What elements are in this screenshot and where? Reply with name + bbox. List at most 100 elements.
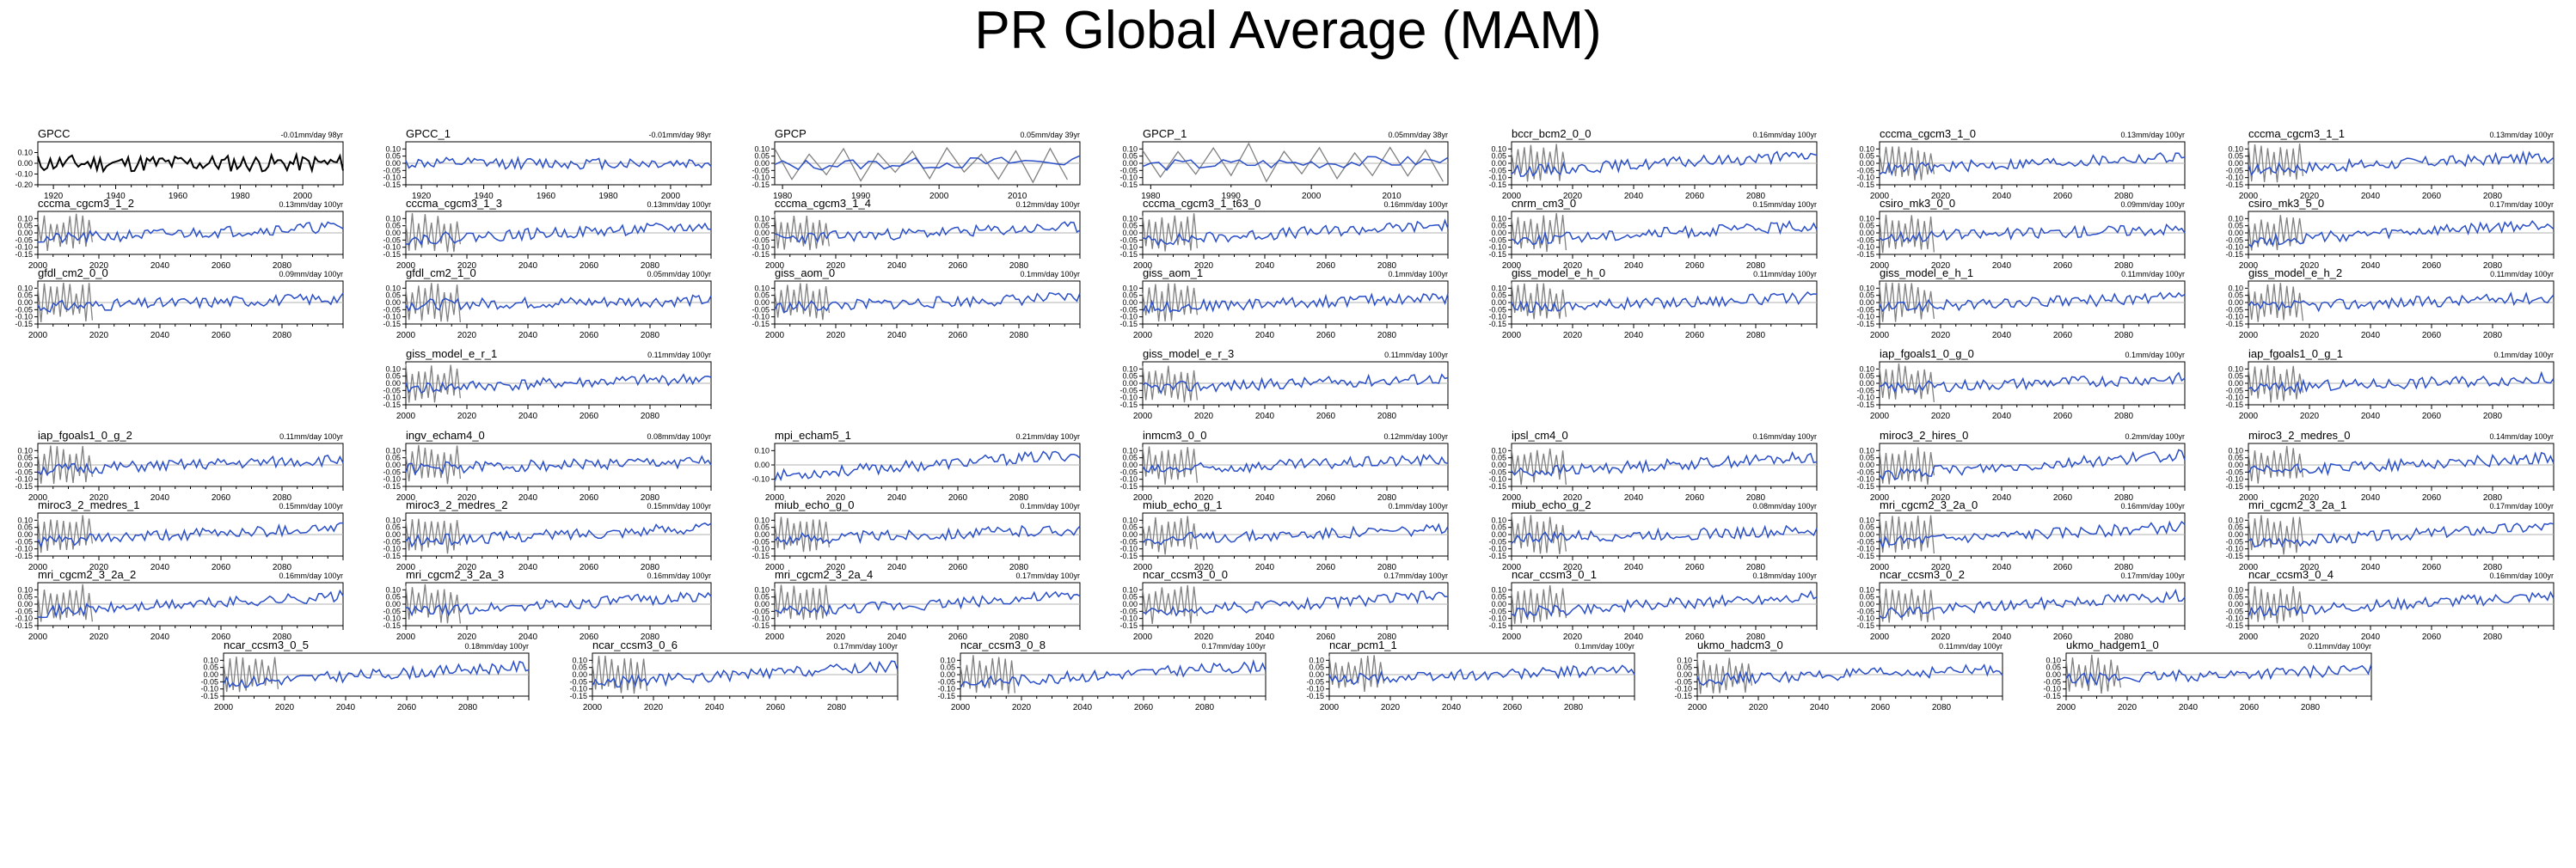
y-tick-label: 0.10	[17, 516, 33, 524]
panel-trend: 0.16mm/day 100yr	[1752, 432, 1817, 441]
x-tick-label: 2040	[2361, 261, 2381, 271]
x-tick-label: 2060	[580, 412, 599, 421]
y-tick-label: -0.10	[1488, 614, 1506, 623]
y-tick-label: 0.00	[17, 159, 33, 168]
x-tick-label: 2080	[2483, 493, 2503, 503]
panel-title: ncar_ccsm3_0_8	[960, 639, 1046, 651]
x-tick-label: 2040	[518, 331, 538, 340]
x-tick-label: 2000	[1502, 331, 1522, 340]
x-tick-label: 2060	[1685, 261, 1705, 271]
y-tick-label: 0.10	[1677, 656, 1692, 664]
y-tick-label: -0.10	[1488, 475, 1506, 484]
x-tick-label: 2080	[1009, 493, 1029, 503]
x-tick-label: 2020	[826, 563, 846, 572]
y-tick-label: -0.10	[383, 243, 401, 252]
y-tick-label: -0.15	[383, 621, 401, 630]
x-tick-label: 2000	[396, 261, 416, 271]
panel-title: miroc3_2_medres_0	[2248, 429, 2351, 442]
y-tick-label: 0.00	[1491, 600, 1506, 608]
y-tick-label: 0.00	[203, 670, 218, 679]
y-tick-label: 0.00	[1859, 530, 1874, 539]
x-tick-label: 2000	[28, 633, 48, 642]
x-tick-label: 2040	[1992, 261, 2012, 271]
x-tick-label: 2080	[2483, 633, 2503, 642]
obs-overlay-line	[2248, 144, 2304, 183]
y-tick-label: 0.10	[2228, 144, 2243, 153]
series-line	[1142, 590, 1449, 617]
x-tick-label: 2040	[1442, 703, 1462, 712]
x-tick-label: 2020	[2300, 261, 2320, 271]
x-tick-label: 2000	[765, 493, 785, 503]
panel-title: giss_model_e_h_1	[1880, 266, 1973, 279]
x-tick-label: 2080	[273, 493, 292, 503]
y-tick-label: -0.10	[383, 174, 401, 182]
panel-trend: 0.13mm/day 100yr	[647, 200, 711, 209]
y-tick-label: 0.10	[754, 144, 770, 153]
y-tick-label: -0.10	[1119, 545, 1138, 553]
x-tick-label: 2000	[1133, 493, 1153, 503]
x-tick-label: 2060	[948, 633, 968, 642]
obs-overlay-line	[2248, 445, 2304, 484]
x-tick-label: 2020	[1563, 261, 1583, 271]
x-tick-label: 2000	[583, 703, 603, 712]
y-tick-label: -0.15	[2225, 250, 2243, 259]
x-tick-label: 2060	[2422, 563, 2442, 572]
series-line	[774, 450, 1081, 482]
obs-overlay-line	[2248, 283, 2304, 322]
y-tick-label: -0.15	[1856, 552, 1874, 560]
y-tick-label: -0.10	[1856, 313, 1874, 321]
obs-overlay-line	[1142, 365, 1199, 403]
y-tick-label: 0.10	[1122, 516, 1138, 524]
y-tick-label: -0.05	[1856, 235, 1874, 244]
x-tick-label: 2080	[1377, 261, 1397, 271]
y-tick-label: -0.10	[569, 685, 587, 694]
series-line	[1879, 371, 2186, 394]
y-tick-label: -0.10	[1119, 475, 1138, 484]
x-tick-label: 2060	[580, 493, 599, 503]
y-tick-label: -0.15	[383, 250, 401, 259]
y-tick-label: 0.00	[2228, 600, 2243, 608]
y-tick-label: -0.05	[15, 305, 33, 314]
x-tick-label: 2080	[2114, 331, 2134, 340]
obs-overlay-line	[37, 213, 94, 251]
x-tick-label: 1980	[230, 192, 250, 201]
x-tick-label: 2020	[1563, 192, 1583, 201]
x-tick-label: 2000	[396, 633, 416, 642]
panel-title: mri_cgcm2_3_2a_1	[2248, 498, 2346, 511]
panel-miub_echo_g_0: miub_echo_g_0 0.1mm/day 100yr 0.100.050.00…	[751, 498, 1081, 572]
obs-overlay-line	[1511, 448, 1567, 486]
x-tick-label: 1980	[598, 192, 618, 201]
series-line	[2248, 451, 2555, 477]
panel-trend: 0.11mm/day 100yr	[1939, 642, 2003, 651]
x-tick-label: 2060	[212, 563, 231, 572]
x-tick-label: 2020	[1194, 412, 1214, 421]
y-tick-label: -0.05	[751, 166, 770, 174]
y-tick-label: -0.05	[937, 677, 955, 686]
x-tick-label: 2010	[1008, 192, 1027, 201]
x-tick-label: 2000	[2239, 331, 2259, 340]
panel-giss_model_e_h_2: giss_model_e_h_2 0.11mm/day 100yr 0.100.05…	[2225, 266, 2555, 340]
x-tick-label: 2020	[1931, 192, 1951, 201]
x-tick-label: 2020	[1931, 331, 1951, 340]
y-tick-label: 0.10	[1122, 284, 1138, 292]
y-tick-label: 0.10	[385, 284, 401, 292]
y-tick-label: -0.10	[2225, 545, 2243, 553]
x-tick-label: 2060	[580, 633, 599, 642]
y-tick-label: -0.05	[751, 537, 770, 546]
x-tick-label: 2000	[1133, 412, 1153, 421]
x-tick-label: 2000	[1133, 261, 1153, 271]
y-tick-label: 0.05	[385, 454, 401, 462]
y-tick-label: -0.15	[751, 552, 770, 560]
series-line	[1511, 524, 1818, 544]
y-tick-label: 0.10	[385, 214, 401, 223]
panel-title: giss_model_e_r_1	[406, 347, 497, 360]
panel-cccma_cgcm3_1_0: cccma_cgcm3_1_0 0.13mm/day 100yr 0.100.050…	[1856, 127, 2186, 201]
panel-title: ukmo_hadgem1_0	[2066, 639, 2159, 651]
y-tick-label: -0.10	[2225, 243, 2243, 252]
x-tick-label: 2080	[1009, 331, 1029, 340]
y-tick-label: 0.10	[17, 446, 33, 455]
y-tick-label: 0.05	[385, 523, 401, 532]
panel-trend: 0.08mm/day 100yr	[647, 432, 711, 441]
series-line	[37, 151, 344, 174]
panel-title: cccma_cgcm3_1_0	[1880, 127, 1976, 140]
